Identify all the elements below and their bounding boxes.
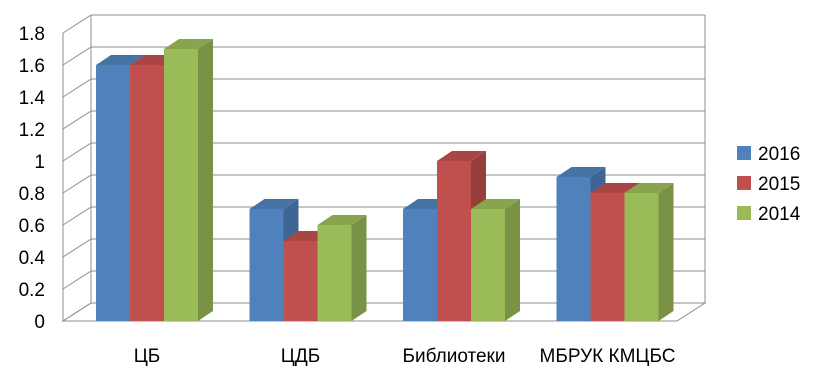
bar-front (556, 177, 591, 321)
bar (471, 199, 520, 321)
y-tick-label: 1.4 (19, 88, 46, 109)
legend-swatch (737, 176, 751, 190)
legend-item: 2014 (737, 204, 801, 225)
bar-top (624, 183, 674, 193)
legend-swatch (737, 146, 751, 160)
legend-swatch (737, 206, 751, 220)
bar-front (164, 49, 198, 321)
gridline-side (62, 174, 92, 194)
legend-item: 2015 (737, 174, 800, 195)
legend: 2016 2015 2014 (737, 144, 801, 225)
bar-front (437, 161, 471, 321)
bar-front (249, 209, 284, 321)
bar-front (96, 65, 130, 321)
y-tick-label: 1 (34, 152, 45, 173)
gridline-side (62, 46, 92, 66)
gridline-side (62, 238, 92, 258)
x-axis-labels: ЦБ ЦДБ Библиотеки МБРУК КМЦБС (134, 346, 676, 367)
y-tick-label: 1.6 (19, 56, 45, 77)
bar-top (437, 151, 486, 161)
legend-item: 2016 (737, 144, 800, 165)
legend-label: 2015 (758, 174, 800, 195)
bar-front (471, 209, 505, 321)
y-tick-label: 1.8 (19, 24, 45, 45)
y-tick-label: 0.6 (19, 216, 45, 237)
y-axis: 0 0.2 0.4 0.6 0.8 1 1.2 1.4 1.6 1.8 (19, 24, 46, 333)
bar-side (351, 215, 367, 321)
bar-front (403, 209, 437, 321)
gridline-side (62, 270, 92, 290)
gridline-side (62, 142, 92, 162)
y-tick-label: 0.2 (19, 280, 45, 301)
bar-top (590, 183, 640, 193)
bar-front (130, 65, 164, 321)
bar-front (624, 193, 659, 321)
y-tick-label: 0.4 (19, 248, 46, 269)
bar-top (249, 199, 299, 209)
bar-top (96, 55, 145, 65)
gridline-side (62, 206, 92, 226)
bar-top (471, 199, 520, 209)
gridline-side (62, 78, 92, 98)
bars (96, 39, 674, 321)
gridline-side (62, 302, 92, 322)
bar (624, 183, 674, 321)
bar-top (556, 167, 606, 177)
bar-front (590, 193, 625, 321)
bar (317, 215, 367, 321)
gridline-side (62, 110, 92, 130)
bar-side (505, 199, 520, 321)
x-tick-label: ЦБ (134, 346, 161, 367)
gridline-side (62, 14, 92, 34)
bar-front (283, 241, 318, 321)
x-tick-label: Библиотеки (403, 346, 506, 367)
x-tick-label: ЦДБ (281, 346, 320, 367)
bar-front (317, 225, 352, 321)
y-tick-label: 0 (34, 312, 45, 333)
bar (164, 39, 213, 321)
bar-top (164, 39, 213, 49)
bar-side (658, 183, 674, 321)
bar-top (317, 215, 367, 225)
y-tick-label: 0.8 (19, 184, 45, 205)
legend-label: 2014 (758, 204, 801, 225)
y-tick-label: 1.2 (19, 120, 45, 141)
legend-label: 2016 (758, 144, 800, 165)
x-tick-label: МБРУК КМЦБС (540, 346, 676, 367)
bar-side (198, 39, 213, 321)
